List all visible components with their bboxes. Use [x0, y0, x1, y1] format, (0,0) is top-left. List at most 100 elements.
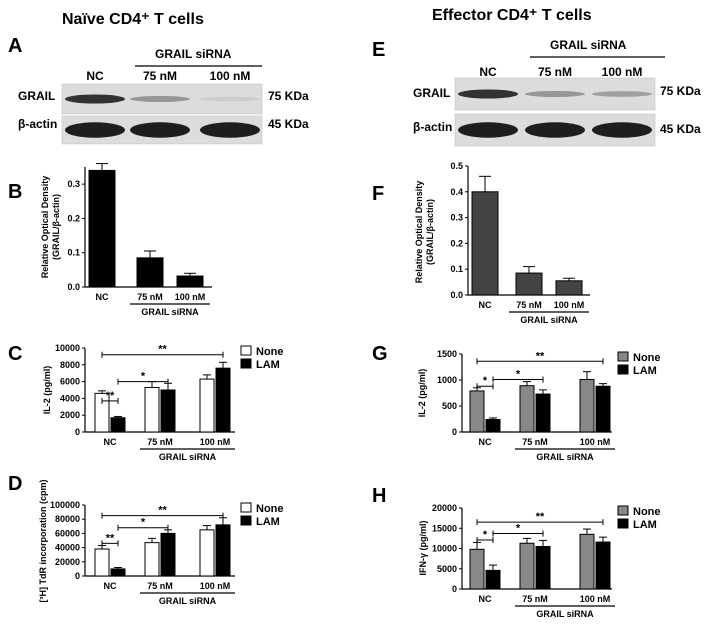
y-tick-label: 5000 — [437, 564, 457, 574]
sig-label: ** — [536, 511, 545, 523]
sig-label: ** — [536, 350, 545, 362]
chart-H: H 0 5000 10000 15000 20000 IFN-γ (pg/ml) NC 75 n… — [372, 485, 661, 619]
y-tick-label: 0 — [452, 584, 457, 594]
blot-row-size: 45 KDa — [660, 122, 701, 136]
blot-row-name: β-actin — [413, 120, 452, 134]
legend-label: LAM — [256, 359, 280, 371]
legend-swatch — [617, 364, 629, 375]
y-axis-label: IL-2 (pg/ml) — [42, 366, 52, 415]
x-tick-label: 75 nM — [522, 437, 548, 447]
bar-none — [519, 385, 535, 433]
legend-swatch — [617, 351, 629, 362]
panel-label: D — [8, 473, 22, 495]
bar-none — [469, 548, 485, 590]
blot-band — [592, 91, 652, 97]
blot-band — [130, 95, 190, 103]
y-tick-label: 0.5 — [450, 161, 463, 171]
y-tick-label: 15000 — [432, 523, 457, 533]
legend-swatch — [240, 515, 252, 526]
y-axis-label: Relative Optical Density(GRAIL/β-actin) — [40, 176, 61, 279]
group-label: GRAIL siRNA — [536, 609, 594, 619]
bar — [471, 191, 499, 296]
sig-label: ** — [158, 505, 167, 517]
x-tick-label: 75 nM — [522, 594, 548, 604]
legend-swatch — [617, 505, 629, 516]
x-tick-label: 100 nM — [580, 594, 611, 604]
y-tick-label: 0.2 — [450, 238, 463, 248]
bar — [176, 275, 204, 288]
group-label: GRAIL siRNA — [159, 452, 217, 462]
blot-band — [65, 122, 125, 138]
lane-label: 100 nM — [602, 65, 643, 79]
legend-swatch — [240, 345, 252, 356]
x-tick-label: NC — [96, 292, 109, 302]
x-tick-label: 100 nM — [580, 437, 611, 447]
bar-none — [519, 542, 535, 590]
x-tick-label: 100 nM — [175, 292, 206, 302]
panel-label: G — [372, 343, 388, 365]
legend-swatch — [240, 502, 252, 513]
legend-label: LAM — [633, 365, 657, 377]
panel-label: E — [372, 39, 385, 61]
blot-band — [65, 94, 125, 104]
sig-label: ** — [158, 344, 167, 356]
y-tick-label: 0.4 — [450, 187, 463, 197]
bar — [515, 272, 543, 296]
x-tick-label: NC — [104, 581, 117, 591]
bar-none — [94, 392, 110, 433]
y-tick-label: 6000 — [60, 377, 80, 387]
y-tick-label: 20000 — [55, 557, 80, 567]
chart-B: B 0.0 0.1 0.2 0.3 Relative Optical Density(GR… — [8, 163, 212, 317]
bar — [555, 280, 583, 296]
sig-label: ** — [106, 532, 115, 544]
legend-label: None — [633, 352, 661, 364]
bar-lam — [110, 568, 126, 577]
bar-lam — [595, 385, 611, 433]
x-tick-label: 75 nM — [147, 581, 173, 591]
legend-label: None — [256, 346, 284, 358]
bar-lam — [160, 389, 176, 433]
blot-band — [458, 89, 518, 99]
bar-none — [579, 533, 595, 590]
x-tick-label: 100 nM — [200, 581, 231, 591]
x-tick-label: NC — [479, 437, 492, 447]
x-tick-label: 100 nM — [554, 300, 585, 310]
y-tick-label: 500 — [442, 401, 457, 411]
bar — [88, 169, 116, 288]
blot-band — [525, 90, 585, 98]
left-column-title: Naïve CD4⁺ T cells — [62, 11, 204, 28]
group-label: GRAIL siRNA — [520, 315, 578, 325]
sig-label: * — [483, 529, 488, 541]
y-axis-label: IL-2 (pg/ml) — [417, 369, 427, 418]
y-tick-label: 10000 — [55, 343, 80, 353]
bar — [136, 257, 164, 288]
y-tick-label: 2000 — [60, 410, 80, 420]
legend-label: LAM — [256, 516, 280, 528]
western-blot-A: A GRAIL siRNA NC 75 nM 100 nM GRAIL 75 KDa β-ac… — [8, 35, 309, 145]
chart-G: G 0 500 1000 1500 IL-2 (pg/ml) NC 75 nM 100 nM GR… — [372, 343, 661, 462]
blot-row-name: GRAIL — [413, 86, 450, 100]
y-tick-label: 0 — [75, 427, 80, 437]
bar-lam — [110, 417, 126, 433]
blot-header: GRAIL siRNA — [550, 38, 627, 52]
bar-lam — [160, 532, 176, 577]
x-tick-label: NC — [104, 437, 117, 447]
blot-row-name: GRAIL — [18, 89, 55, 103]
y-tick-label: 0 — [75, 571, 80, 581]
western-blot-E: E GRAIL siRNA NC 75 nM 100 nM GRAIL 75 KDa β-ac… — [372, 38, 701, 147]
lane-label: NC — [479, 65, 497, 79]
chart-D: D 0 20000 40000 60000 80000 100000[³H] TdR inc… — [8, 473, 284, 606]
bar-none — [144, 386, 160, 433]
bar-none — [579, 378, 595, 433]
legend-label: None — [633, 506, 661, 518]
blot-band — [130, 122, 190, 138]
group-label: GRAIL siRNA — [536, 452, 594, 462]
bar-lam — [215, 524, 231, 577]
blot-row-size: 45 KDa — [268, 117, 309, 131]
y-tick-label: 0.0 — [450, 290, 463, 300]
y-axis-label: Relative Optical Density(GRAIL/β-actin) — [414, 181, 435, 284]
blot-header: GRAIL siRNA — [155, 47, 232, 61]
bar-none — [144, 542, 160, 577]
bar-lam — [485, 569, 501, 590]
blot-row-name: β-actin — [18, 117, 57, 131]
